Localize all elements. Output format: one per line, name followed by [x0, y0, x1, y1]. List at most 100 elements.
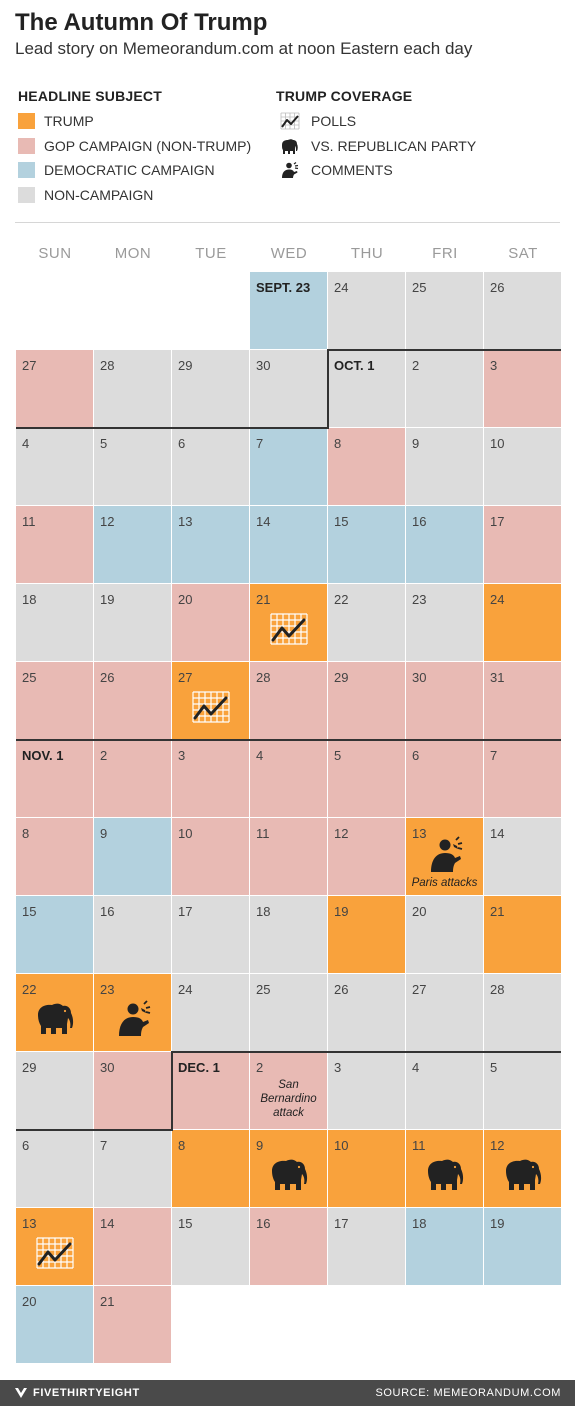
weekday-tue: TUE [195, 245, 227, 262]
legend-label: GOP CAMPAIGN (NON-TRUMP) [44, 137, 252, 154]
calendar-day: 15 [172, 1208, 249, 1285]
calendar-day: 27 [406, 974, 483, 1051]
calendar-day: 24 [484, 584, 561, 661]
footer-brand-label: FIVETHIRTYEIGHT [33, 1387, 140, 1399]
day-label: 27 [178, 670, 193, 685]
event-note: Paris attacks [411, 877, 478, 889]
calendar-day: 27 [16, 350, 93, 427]
calendar-day: 3 [328, 1052, 405, 1129]
elephant-icon [268, 1154, 310, 1194]
day-label: 30 [100, 1060, 115, 1075]
calendar-day: 31 [484, 662, 561, 739]
day-label: 11 [22, 514, 36, 529]
calendar-day: 28 [94, 350, 171, 427]
polls-icon [268, 608, 310, 648]
calendar-day: 22 [16, 974, 93, 1051]
legend-item-comments: COMMENTS [280, 161, 393, 179]
day-label: 30 [412, 670, 427, 685]
day-label: 26 [334, 982, 349, 997]
legend-item-polls: POLLS [280, 112, 356, 130]
day-label: 6 [412, 748, 420, 763]
day-label: 20 [178, 592, 193, 607]
calendar-day: 4 [16, 428, 93, 505]
elephant-icon [280, 137, 300, 155]
weekday-sun: SUN [38, 245, 72, 262]
calendar-day: 22 [328, 584, 405, 661]
day-label: 23 [100, 982, 115, 997]
day-label: 18 [256, 904, 271, 919]
day-label: 8 [178, 1138, 186, 1153]
polls-icon [34, 1232, 76, 1272]
day-label: 7 [256, 436, 264, 451]
calendar-day: 18 [406, 1208, 483, 1285]
day-label: 14 [100, 1216, 115, 1231]
legend-label: COMMENTS [311, 162, 393, 179]
calendar-day: 27 [172, 662, 249, 739]
legend-subject-heading: HEADLINE SUBJECT [18, 88, 162, 104]
speaker-icon [280, 161, 300, 179]
day-label: 2 [412, 358, 420, 373]
calendar-day: 16 [94, 896, 171, 973]
footer-brand: FIVETHIRTYEIGHT [14, 1387, 140, 1399]
legend-swatch [18, 187, 35, 204]
calendar-day: 2 [94, 740, 171, 817]
day-label: 19 [334, 904, 349, 919]
day-label: 27 [412, 982, 427, 997]
weekday-thu: THU [350, 245, 384, 262]
calendar-day: 18 [16, 584, 93, 661]
day-label: 13 [22, 1216, 37, 1231]
calendar-day: 23 [406, 584, 483, 661]
elephant-icon [424, 1154, 466, 1194]
calendar-day: 19 [94, 584, 171, 661]
day-label: 23 [412, 592, 427, 607]
calendar-day: 15 [16, 896, 93, 973]
calendar-day: 7 [94, 1130, 171, 1207]
day-label: 3 [334, 1060, 342, 1075]
day-label: 11 [412, 1138, 426, 1153]
day-label: 15 [334, 514, 349, 529]
day-label: 28 [490, 982, 505, 997]
day-label: 15 [22, 904, 37, 919]
day-label: 21 [100, 1294, 115, 1309]
calendar-day: 17 [328, 1208, 405, 1285]
day-label: 29 [22, 1060, 37, 1075]
day-label: 31 [490, 670, 505, 685]
day-label: 20 [412, 904, 427, 919]
calendar-day: 17 [484, 506, 561, 583]
day-label: NOV. 1 [22, 748, 64, 763]
calendar-day: 25 [16, 662, 93, 739]
calendar-day: 3 [172, 740, 249, 817]
calendar-day: 10 [328, 1130, 405, 1207]
calendar-day: 20 [406, 896, 483, 973]
legend-item-gop-campaign-non-trump: GOP CAMPAIGN (NON-TRUMP) [18, 137, 251, 155]
day-label: 29 [334, 670, 349, 685]
calendar-day: 3 [484, 350, 561, 427]
day-label: 19 [100, 592, 115, 607]
day-label: 30 [256, 358, 271, 373]
calendar-day: 13 [172, 506, 249, 583]
calendar-day: 9 [250, 1130, 327, 1207]
calendar-day: 14 [250, 506, 327, 583]
calendar-day: 16 [406, 506, 483, 583]
calendar-day: 28 [250, 662, 327, 739]
speaker-icon [424, 834, 466, 874]
calendar-day: 26 [328, 974, 405, 1051]
day-label: DEC. 1 [178, 1060, 220, 1075]
weekday-fri: FRI [432, 245, 458, 262]
legend-coverage-heading: TRUMP COVERAGE [276, 88, 413, 104]
weekday-sat: SAT [508, 245, 538, 262]
day-label: 5 [100, 436, 108, 451]
calendar-day: 13 [16, 1208, 93, 1285]
day-label: 6 [178, 436, 186, 451]
day-label: 24 [490, 592, 505, 607]
day-label: 3 [490, 358, 498, 373]
day-label: 14 [256, 514, 271, 529]
calendar-day: 8 [172, 1130, 249, 1207]
day-label: 24 [334, 280, 349, 295]
calendar-day: 21 [484, 896, 561, 973]
day-label: 18 [412, 1216, 427, 1231]
calendar-day: 11 [406, 1130, 483, 1207]
day-label: 25 [256, 982, 271, 997]
day-label: 16 [412, 514, 427, 529]
legend-label: TRUMP [44, 113, 94, 129]
